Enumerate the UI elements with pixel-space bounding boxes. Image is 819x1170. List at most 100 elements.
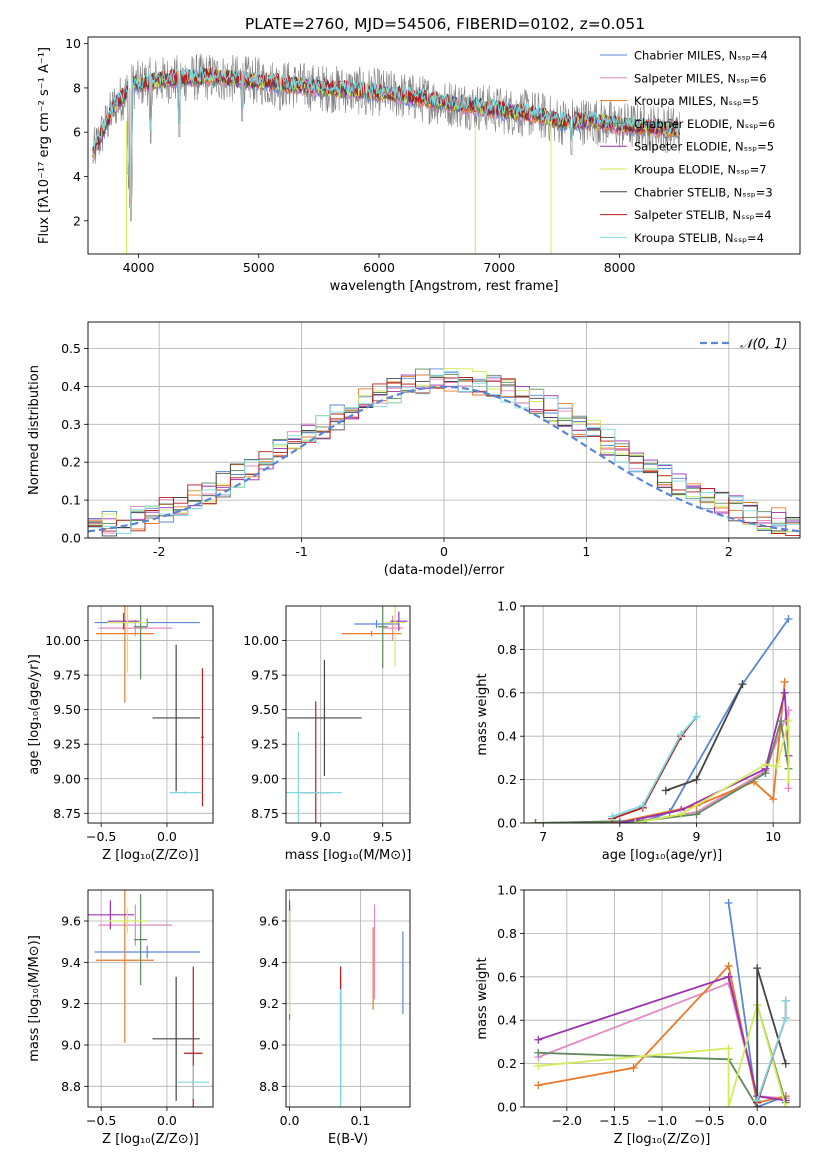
x-tick-label: 5000 [243,260,275,275]
mass-weight-line [611,716,698,818]
x-axis-label: Z [log₁₀(Z/Z⊙)] [102,848,199,863]
mass-weight-point [781,1014,790,1023]
plot-area [88,890,213,1107]
mass-weight-point [631,819,640,823]
mass-weight-point [724,961,733,970]
y-tick-label: 0.2 [61,455,81,470]
y-tick-label: 8.8 [61,1079,81,1094]
x-tick-label: −0.5 [86,1113,116,1128]
x-tick-label: 8 [616,829,624,844]
panel-mass_vs_Z: −0.5 0.0 8.8 9.0 9.2 9.4 9.6 Z [log₁₀(Z/Z⊙)] mas… [27,889,214,1147]
mass-weight-point [761,760,770,769]
y-tick-label: 9.0 [61,1038,81,1053]
panel-spectrum: 4000 5000 6000 7000 8000 2 4 6 8 10 wavelength [An… [37,36,801,294]
x-axis-label: wavelength [Angstrom, rest frame] [330,279,559,294]
mass-weight-point [692,712,701,721]
mass-weight-point [780,677,789,686]
y-tick-label: 9.50 [53,702,81,717]
x-tick-label: 0.0 [157,829,177,844]
mass-weight-line [535,681,786,823]
x-tick-label: −2.0 [552,1113,582,1128]
x-axis-label: age [log₁₀(age/yr)] [602,848,723,863]
x-tick-label: 0.1 [350,1113,370,1128]
mass-weight-point [534,1035,543,1044]
legend-label: Chabrier STELIB, Nₛₛₚ=3 [634,185,773,199]
x-tick-label: 9.5 [373,829,393,844]
y-tick-label: 8 [73,80,81,95]
axes-frame [87,605,214,824]
mass-weight-point [724,1103,733,1107]
y-tick-label: 0.2 [497,772,517,787]
plot-area [286,606,410,823]
panel-residuals: -2 -1 0 1 2 0.0 0.1 0.2 0.3 0.4 0.5 (data-model)/er… [27,321,801,578]
x-tick-label: 0.0 [747,1113,767,1128]
axes-frame [87,889,214,1108]
x-tick-label: 7 [539,829,547,844]
mass-weight-point [638,801,647,810]
y-tick-label: 10 [65,36,81,51]
legend-label: Kroupa MILES, Nₛₛₚ=5 [634,94,759,108]
y-tick-label: 9.0 [259,1038,279,1053]
x-axis-label: (data-model)/error [384,563,505,578]
mass-weight-point [784,784,793,793]
panel-age_vs_mass: 9.0 9.5 8.75 9.00 9.25 9.50 9.75 10.00 mass [log… [243,605,411,863]
x-axis-label: E(B-V) [328,1132,368,1147]
x-tick-label: 7000 [483,260,515,275]
axes-frame [87,36,801,255]
x-tick-label: −1.0 [647,1113,677,1128]
y-tick-label: 0.8 [497,926,517,941]
figure-title: PLATE=2760, MJD=54506, FIBERID=0102, z=0… [245,15,645,33]
mass-weight-point [531,819,540,823]
axes-frame [523,605,801,824]
panel-age_vs_Z: −0.5 0.0 8.75 9.00 9.25 9.50 9.75 10.00 Z [log₁₀… [27,605,214,863]
x-axis-label: Z [log₁₀(Z/Z⊙)] [102,1132,199,1147]
y-tick-label: 0.6 [497,969,517,984]
y-tick-label: 9.00 [251,771,279,786]
mass-weight-point [753,1096,762,1105]
mass-weight-point [769,795,778,804]
mass-weight-point [724,899,733,908]
y-tick-label: 6 [73,125,81,140]
plot-area [88,322,800,538]
x-tick-label: 8000 [604,260,636,275]
y-tick-label: 0.2 [497,1056,517,1071]
y-tick-label: 9.2 [61,996,81,1011]
mass-weight-point [534,1081,543,1090]
x-tick-label: −0.5 [86,829,116,844]
y-tick-label: 9.75 [53,668,81,683]
normal-reference-curve [88,385,800,533]
y-axis-label: Normed distribution [27,365,42,495]
mass-weight-point [661,786,670,795]
y-tick-label: 0.8 [497,642,517,657]
histogram-step [88,371,800,534]
y-tick-label: 0.1 [61,493,81,508]
x-tick-label: 1 [582,544,590,559]
x-tick-label: 4000 [123,260,155,275]
y-tick-label: 9.50 [251,702,279,717]
legend: Chabrier MILES, Nₛₛₚ=4 Salpeter MILES, Nₛ… [600,49,775,245]
y-tick-label: 9.2 [259,996,279,1011]
panel-mass_vs_ebv: 0.0 0.1 8.8 9.0 9.2 9.4 9.6 E(B-V) [259,889,411,1147]
y-tick-label: 0.0 [61,531,81,546]
y-tick-label: 0.4 [497,729,517,744]
y-tick-label: 10.00 [243,633,279,648]
mass-weight-line [538,1001,787,1107]
mass-weight-point [784,775,793,784]
model-spectrum-line [92,67,681,208]
legend-label: Salpeter STELIB, Nₛₛₚ=4 [634,208,772,222]
mass-weight-point [677,730,686,739]
x-tick-label: -1 [295,544,307,559]
legend-label: Kroupa STELIB, Nₛₛₚ=4 [634,231,764,245]
x-tick-label: −0.5 [694,1113,724,1128]
y-tick-label: 9.6 [61,914,81,929]
legend-label: Salpeter MILES, Nₛₛₚ=6 [634,71,767,85]
y-axis-label: mass weight [475,957,490,1039]
mass-weight-point [534,1048,543,1057]
mass-weight-point [738,680,747,689]
axes-frame [87,321,801,539]
y-axis-label: Flux [fλ10⁻¹⁷ erg cm⁻² s⁻¹ A⁻¹] [37,47,52,244]
x-tick-label: 2 [725,544,733,559]
mass-weight-point [781,996,790,1005]
mass-weight-point [677,810,686,819]
